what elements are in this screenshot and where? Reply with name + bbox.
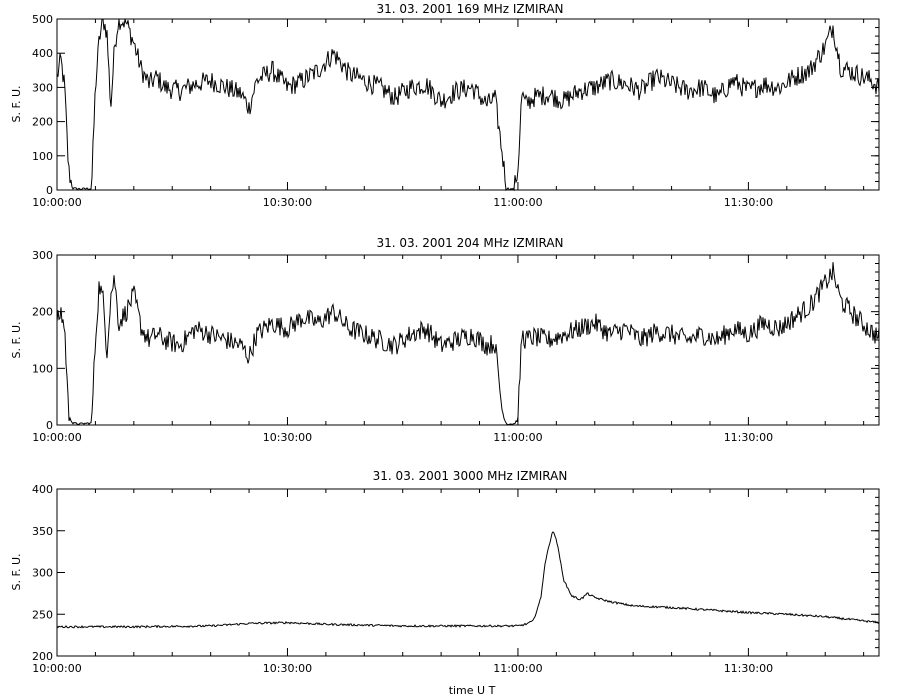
axis-ticks: 0 100 200 300 10:00:00 10:30:00 11:00:00 11:30:… <box>32 249 879 444</box>
x-tick-label: 10:00:00 <box>32 196 81 209</box>
x-tick-label: 11:00:00 <box>493 431 542 444</box>
plot-frame <box>56 18 880 191</box>
x-tick-label: 10:00:00 <box>32 431 81 444</box>
x-tick-label: 10:30:00 <box>263 431 312 444</box>
y-tick-label: 0 <box>46 184 53 197</box>
y-tick-label: 200 <box>32 116 53 129</box>
axis-ticks: 200 250 300 350 400 10:00:00 10:30:00 11:00:00 1… <box>32 483 879 675</box>
y-tick-label: 200 <box>32 650 53 663</box>
chart-panel-169mhz: 31. 03. 2001 169 MHz IZMIRAN S. F. U. 01… <box>10 2 880 209</box>
x-axis-label: time U T <box>449 684 496 697</box>
y-tick-label: 400 <box>32 483 53 496</box>
y-tick-label: 200 <box>32 306 53 319</box>
y-tick-label: 400 <box>32 47 53 60</box>
chart-panel-204mhz: 31. 03. 2001 204 MHz IZMIRAN S. F. U. 01… <box>10 236 880 444</box>
series-line <box>56 262 880 426</box>
y-tick-label: 300 <box>32 249 53 262</box>
y-tick-label: 300 <box>32 567 53 580</box>
plot-frame <box>56 254 880 426</box>
x-tick-label: 10:00:00 <box>32 662 81 675</box>
y-tick-label: 100 <box>32 362 53 375</box>
y-axis-label: S. F. U. <box>10 85 23 122</box>
x-tick-label: 10:30:00 <box>263 662 312 675</box>
chart-title: 31. 03. 2001 204 MHz IZMIRAN <box>376 236 563 250</box>
x-tick-label: 11:00:00 <box>493 196 542 209</box>
plot-frame <box>56 488 880 657</box>
y-axis-label: S. F. U. <box>10 553 23 590</box>
axis-ticks: 0 100 200 300 400 500 10:00:00 10:30:00 11:00:00… <box>32 13 879 209</box>
x-tick-label: 11:00:00 <box>493 662 542 675</box>
y-tick-label: 0 <box>46 419 53 432</box>
chart-title: 31. 03. 2001 169 MHz IZMIRAN <box>376 2 563 16</box>
x-tick-label: 11:30:00 <box>724 196 773 209</box>
x-tick-label: 10:30:00 <box>263 196 312 209</box>
x-tick-label: 11:30:00 <box>724 431 773 444</box>
chart-panel-3000mhz: 31. 03. 2001 3000 MHz IZMIRAN S. F. U. 2… <box>10 469 880 675</box>
y-tick-label: 350 <box>32 525 53 538</box>
y-tick-label: 250 <box>32 608 53 621</box>
y-axis-label: S. F. U. <box>10 321 23 358</box>
chart-title: 31. 03. 2001 3000 MHz IZMIRAN <box>373 469 568 483</box>
y-tick-label: 300 <box>32 81 53 94</box>
x-tick-label: 11:30:00 <box>724 662 773 675</box>
series-line <box>56 531 880 629</box>
y-tick-label: 500 <box>32 13 53 26</box>
series-line <box>56 18 880 192</box>
y-tick-label: 100 <box>32 150 53 163</box>
